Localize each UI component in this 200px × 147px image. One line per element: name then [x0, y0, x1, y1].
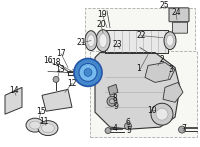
Text: 4: 4 — [113, 123, 117, 132]
Ellipse shape — [164, 32, 176, 50]
Circle shape — [79, 64, 97, 81]
Bar — [90, 51, 197, 137]
Text: 18: 18 — [51, 58, 60, 67]
Circle shape — [151, 103, 173, 125]
Bar — [85, 8, 195, 72]
Ellipse shape — [99, 34, 107, 48]
Ellipse shape — [85, 31, 97, 51]
Text: 7: 7 — [182, 124, 186, 133]
Ellipse shape — [42, 124, 54, 133]
Text: 20: 20 — [96, 20, 106, 29]
Polygon shape — [145, 62, 175, 82]
Bar — [105, 30, 168, 53]
Circle shape — [107, 96, 117, 106]
Text: 22: 22 — [136, 31, 146, 40]
Circle shape — [110, 99, 114, 104]
Circle shape — [179, 126, 186, 133]
Text: 15: 15 — [36, 107, 46, 116]
Polygon shape — [108, 84, 118, 95]
Ellipse shape — [96, 30, 110, 52]
Polygon shape — [163, 82, 183, 102]
Circle shape — [156, 108, 168, 120]
Text: 11: 11 — [39, 117, 48, 126]
Text: 8: 8 — [113, 93, 117, 103]
Circle shape — [74, 59, 102, 86]
Text: 1: 1 — [137, 64, 141, 73]
Polygon shape — [5, 87, 22, 114]
Polygon shape — [42, 89, 72, 111]
FancyBboxPatch shape — [172, 22, 188, 33]
Text: 21: 21 — [77, 38, 86, 47]
Text: 3: 3 — [169, 65, 173, 74]
Ellipse shape — [26, 118, 44, 132]
Text: 19: 19 — [97, 10, 106, 19]
Text: 9: 9 — [114, 102, 118, 111]
Circle shape — [84, 69, 92, 76]
Text: 6: 6 — [126, 118, 130, 127]
Text: 13: 13 — [55, 65, 65, 74]
Ellipse shape — [38, 121, 58, 136]
FancyBboxPatch shape — [169, 8, 189, 22]
Text: 25: 25 — [159, 1, 169, 10]
Text: 17: 17 — [56, 49, 66, 58]
Ellipse shape — [166, 35, 174, 46]
Circle shape — [124, 123, 132, 130]
Text: 24: 24 — [171, 8, 181, 17]
Text: 14: 14 — [10, 86, 19, 95]
Circle shape — [53, 76, 59, 82]
Ellipse shape — [88, 35, 95, 47]
Text: 10: 10 — [147, 106, 157, 115]
Circle shape — [105, 128, 111, 134]
Ellipse shape — [30, 121, 40, 129]
Text: 2: 2 — [160, 55, 164, 64]
Text: 16: 16 — [43, 56, 53, 65]
Text: 5: 5 — [127, 126, 131, 135]
Text: 12: 12 — [67, 79, 77, 88]
Polygon shape — [95, 53, 180, 129]
Text: 23: 23 — [112, 40, 122, 49]
